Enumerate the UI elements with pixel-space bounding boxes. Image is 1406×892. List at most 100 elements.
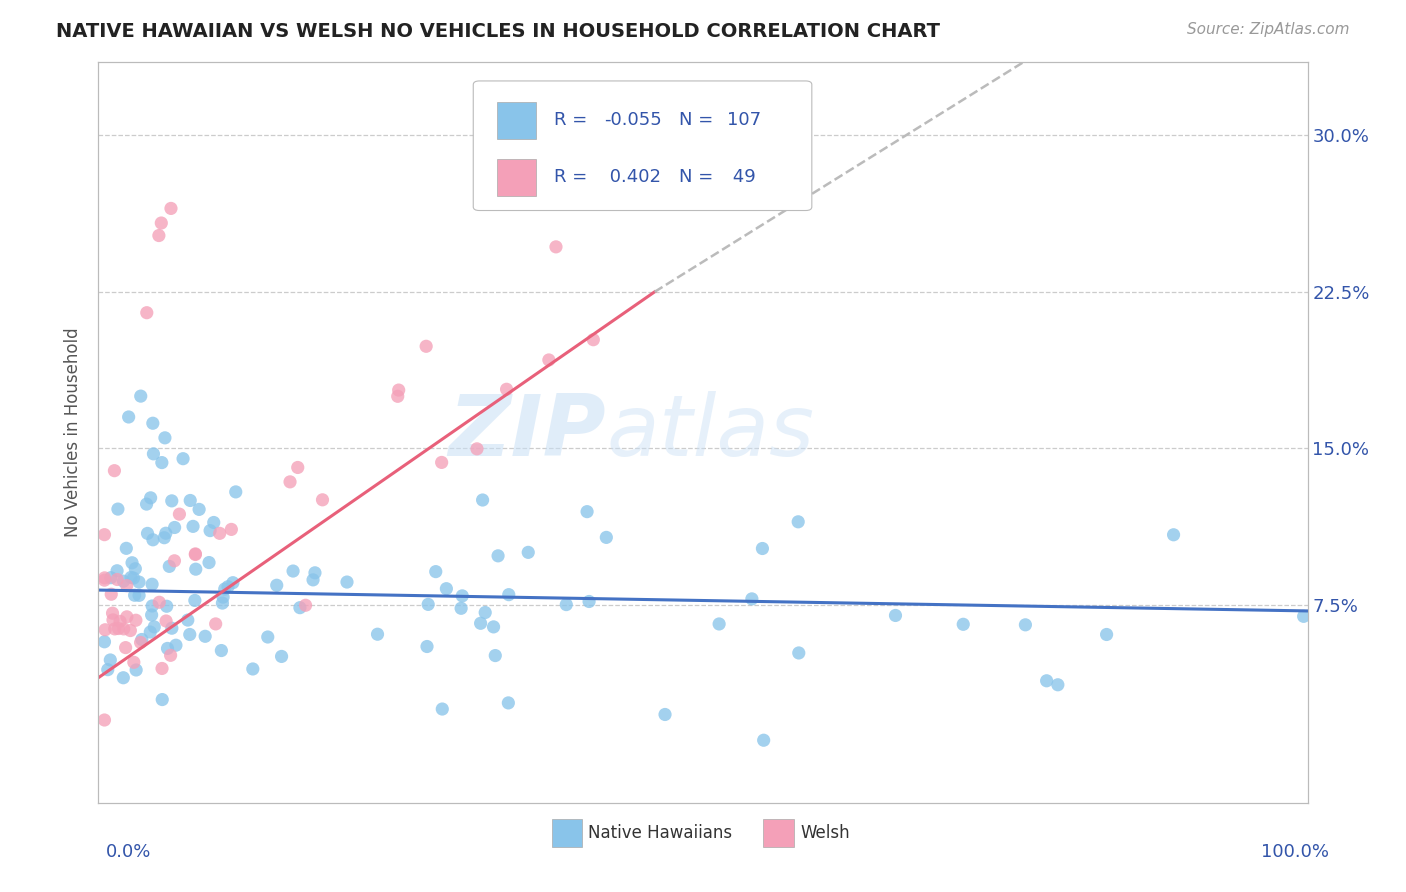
Y-axis label: No Vehicles in Household: No Vehicles in Household: [65, 327, 83, 538]
Point: [495, 382, 517, 396]
Point: [787, 515, 810, 529]
Point: [225, 484, 247, 499]
Bar: [498, 102, 536, 138]
Point: [121, 556, 143, 570]
Point: [93, 571, 115, 585]
Text: 0.0%: 0.0%: [105, 843, 150, 861]
Point: [578, 594, 600, 608]
Point: [163, 520, 186, 534]
Point: [142, 416, 165, 430]
Point: [129, 635, 152, 649]
Point: [450, 601, 472, 615]
Point: [425, 565, 447, 579]
Point: [115, 579, 138, 593]
Text: R =: R =: [554, 169, 593, 186]
Point: [204, 616, 226, 631]
Point: [159, 648, 181, 663]
Point: [544, 240, 567, 254]
Point: [160, 621, 183, 635]
Point: [1292, 609, 1315, 624]
Point: [105, 573, 128, 587]
Point: [165, 638, 187, 652]
Point: [465, 442, 488, 456]
Point: [112, 574, 135, 589]
Point: [418, 598, 440, 612]
Point: [124, 588, 146, 602]
Point: [1163, 528, 1185, 542]
Point: [107, 622, 129, 636]
Point: [98, 653, 121, 667]
Text: N =: N =: [679, 112, 718, 129]
Point: [217, 580, 239, 594]
Point: [142, 447, 165, 461]
Point: [93, 634, 115, 648]
Point: [148, 595, 170, 609]
Point: [139, 491, 162, 505]
Point: [155, 526, 177, 541]
Point: [120, 570, 142, 584]
Point: [100, 587, 122, 601]
Point: [122, 656, 145, 670]
Point: [156, 599, 179, 614]
Point: [115, 610, 138, 624]
Point: [118, 409, 141, 424]
Point: [194, 629, 217, 643]
Point: [112, 671, 135, 685]
Point: [97, 663, 120, 677]
Point: [136, 526, 159, 541]
Point: [150, 692, 173, 706]
Point: [294, 599, 316, 613]
Point: [179, 493, 201, 508]
Point: [1095, 627, 1118, 641]
Point: [336, 575, 359, 590]
Point: [451, 589, 474, 603]
Point: [266, 578, 288, 592]
Point: [120, 624, 142, 638]
Text: 107: 107: [727, 112, 761, 129]
Point: [129, 389, 152, 403]
Text: Native Hawaiians: Native Hawaiians: [588, 824, 733, 842]
Point: [198, 524, 221, 538]
Point: [482, 620, 505, 634]
Point: [387, 389, 409, 403]
Point: [211, 596, 233, 610]
Text: ZIP: ZIP: [449, 391, 606, 475]
Point: [787, 646, 810, 660]
Point: [242, 662, 264, 676]
Point: [115, 541, 138, 556]
Point: [470, 616, 492, 631]
Point: [707, 617, 730, 632]
Point: [434, 582, 457, 596]
Point: [288, 600, 311, 615]
Point: [112, 622, 135, 636]
Point: [517, 545, 540, 559]
Point: [184, 548, 207, 562]
Text: N =: N =: [679, 169, 718, 186]
Point: [416, 640, 439, 654]
Text: 49: 49: [727, 169, 756, 186]
Point: [302, 573, 325, 587]
Point: [101, 613, 124, 627]
Point: [287, 460, 309, 475]
Point: [214, 582, 236, 596]
Point: [304, 566, 326, 580]
Point: [208, 526, 231, 541]
Point: [222, 575, 245, 590]
Point: [884, 608, 907, 623]
Point: [741, 591, 763, 606]
Point: [486, 549, 509, 563]
Point: [155, 614, 177, 628]
Point: [654, 707, 676, 722]
Text: -0.055: -0.055: [603, 112, 662, 129]
Bar: [763, 819, 794, 847]
Point: [430, 455, 453, 469]
Bar: [498, 159, 536, 195]
Point: [595, 530, 617, 544]
Point: [179, 627, 201, 641]
Point: [172, 451, 194, 466]
Point: [202, 516, 225, 530]
Point: [582, 333, 605, 347]
Text: atlas: atlas: [606, 391, 814, 475]
Point: [181, 519, 204, 533]
Point: [160, 494, 183, 508]
